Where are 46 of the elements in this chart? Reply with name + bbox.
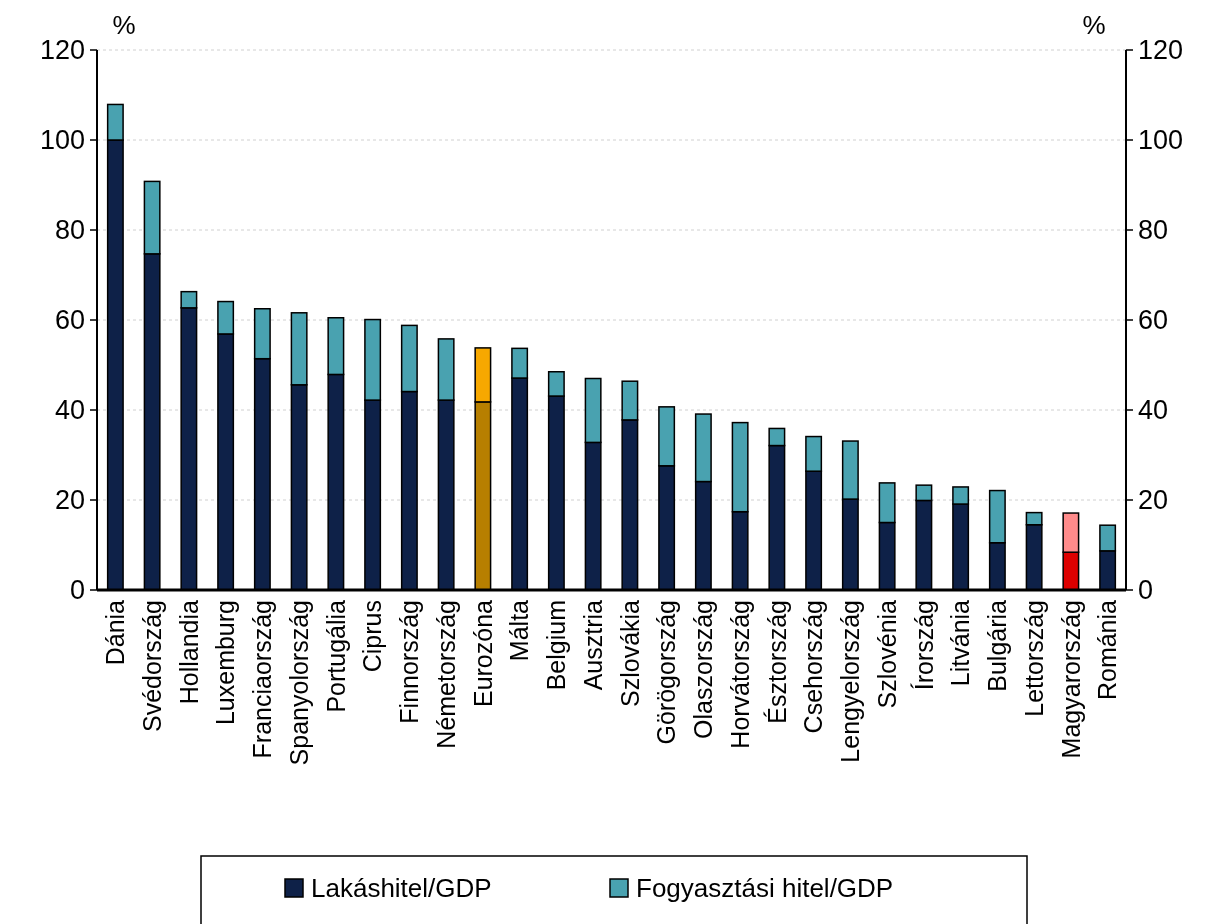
- x-tick-label: Málta: [505, 599, 534, 662]
- x-tick-label: Németország: [431, 600, 460, 749]
- y2-tick-label: 20: [1138, 485, 1169, 516]
- y-tick-label: 60: [54, 305, 85, 336]
- x-tick-label: Svédország: [137, 600, 166, 733]
- x-tick-label: Eurozóna: [468, 599, 497, 708]
- x-tick-label: Spanyolország: [284, 600, 313, 766]
- x-tick-label: Görögország: [652, 600, 681, 745]
- legend-label: Lakáshitel/GDP: [311, 873, 492, 904]
- x-tick-label: Lengyelország: [836, 600, 865, 763]
- y2-axis-title: %: [1082, 10, 1106, 40]
- x-tick-label: Litvánia: [946, 599, 975, 687]
- y-tick-label: 80: [54, 215, 85, 246]
- x-tick-label: Luxemburg: [211, 600, 240, 726]
- x-tick-label: Lettország: [1019, 600, 1048, 717]
- x-tick-label: Franciaország: [248, 600, 277, 759]
- y-tick-label: 100: [39, 125, 85, 156]
- y2-tick-label: 120: [1138, 35, 1184, 66]
- x-tick-label: Csehország: [799, 600, 828, 734]
- x-tick-label: Ciprus: [358, 600, 387, 673]
- x-tick-label: Horvátország: [725, 600, 754, 749]
- y-axis-title: %: [112, 10, 136, 40]
- y-tick-label: 20: [54, 485, 85, 516]
- x-tick-label: Dánia: [101, 599, 130, 666]
- x-tick-label: Olaszország: [689, 600, 718, 739]
- x-tick-label: Észtország: [762, 600, 791, 724]
- x-tick-label: Szlovénia: [872, 599, 901, 709]
- x-tick-label: Belgium: [542, 600, 571, 691]
- y2-tick-label: 40: [1138, 395, 1169, 426]
- y2-tick-label: 0: [1138, 575, 1154, 606]
- y-tick-label: 120: [39, 35, 85, 66]
- x-tick-label: Bulgária: [983, 599, 1012, 692]
- x-tick-label: Hollandia: [174, 599, 203, 705]
- legend-label: Fogyasztási hitel/GDP: [636, 873, 894, 904]
- y2-tick-label: 60: [1138, 305, 1169, 336]
- x-tick-label: Portugália: [321, 599, 350, 713]
- x-tick-label: Írország: [909, 600, 938, 691]
- y2-tick-label: 100: [1138, 125, 1184, 156]
- y-tick-label: 40: [54, 395, 85, 426]
- x-tick-label: Románia: [1093, 599, 1122, 701]
- x-tick-label: Finnország: [395, 600, 424, 724]
- x-tick-label: Ausztria: [578, 599, 607, 691]
- x-tick-label: Szlovákia: [615, 599, 644, 707]
- x-tick-label: Magyarország: [1056, 600, 1085, 759]
- y-tick-label: 0: [69, 575, 85, 606]
- y2-tick-label: 80: [1138, 215, 1169, 246]
